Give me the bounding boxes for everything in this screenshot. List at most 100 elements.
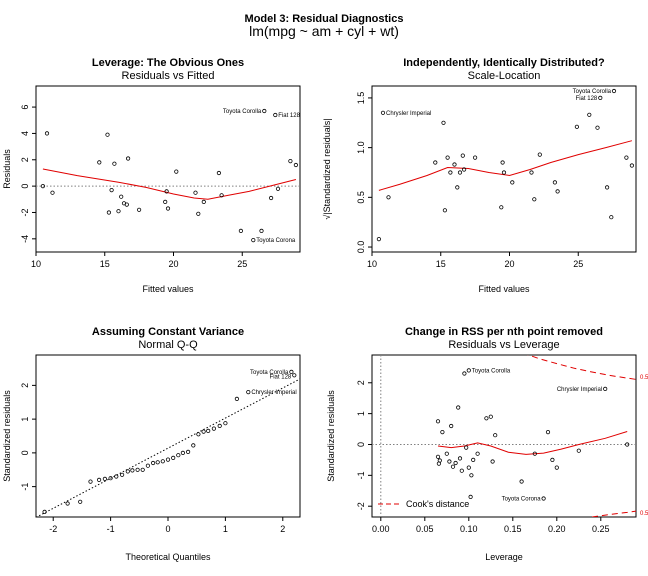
data-point <box>65 501 70 506</box>
plot-frame <box>35 354 301 518</box>
data-point <box>165 457 171 462</box>
data-point <box>519 479 524 484</box>
data-point <box>541 496 546 501</box>
data-point <box>201 199 206 204</box>
y-tick-label: 1 <box>356 411 366 416</box>
data-point <box>624 155 629 160</box>
x-tick-label: 25 <box>573 259 583 269</box>
x-tick-label: 0.20 <box>548 524 566 534</box>
data-point <box>223 421 228 426</box>
y-tick-label: 6 <box>20 105 30 110</box>
data-point <box>433 160 438 165</box>
data-point <box>550 457 555 462</box>
data-point <box>603 386 608 391</box>
data-point <box>554 465 559 470</box>
y-tick-label: -1 <box>356 471 366 479</box>
data-point <box>456 405 461 410</box>
y-tick-label: -2 <box>356 502 366 510</box>
data-point <box>442 208 447 213</box>
data-point <box>545 429 551 435</box>
cooks-legend-label: Cook's distance <box>406 499 469 509</box>
point-label: Toyota Corona <box>502 496 542 502</box>
data-point <box>105 132 110 137</box>
data-point <box>445 155 450 160</box>
data-point <box>120 472 125 477</box>
data-point <box>440 429 445 435</box>
y-tick-label: 2 <box>20 157 30 162</box>
y-axis-label: √|Standardized residuals| <box>322 118 332 219</box>
data-point <box>532 197 537 202</box>
data-point <box>529 170 534 175</box>
data-point <box>137 207 142 212</box>
data-point <box>449 423 454 429</box>
x-tick-label: 15 <box>436 259 446 269</box>
data-point <box>196 432 201 437</box>
data-point <box>293 162 298 168</box>
data-point <box>165 206 171 211</box>
data-point <box>292 373 297 378</box>
data-point <box>450 464 456 469</box>
panel-title: Independently, Identically Distributed? <box>403 57 605 69</box>
data-point <box>180 450 185 455</box>
point-label: Chrysler Imperial <box>251 390 296 396</box>
data-point <box>609 215 614 220</box>
point-label: Fiat 128 <box>278 113 300 119</box>
data-point <box>106 210 112 215</box>
data-point <box>135 467 140 472</box>
data-point <box>102 476 108 481</box>
data-point <box>460 153 465 158</box>
y-tick-label: 0 <box>356 442 366 447</box>
data-point <box>176 453 181 458</box>
data-point <box>499 205 504 210</box>
y-tick-label: 2 <box>20 383 30 388</box>
data-point <box>444 451 449 456</box>
data-point <box>576 448 581 453</box>
data-point <box>555 189 560 194</box>
panel-4: Change in RSS per nth point removedResid… <box>326 326 648 562</box>
data-point <box>196 211 201 216</box>
panel-subtitle: Residuals vs Fitted <box>122 70 215 82</box>
data-point <box>469 473 474 478</box>
x-tick-label: 1 <box>223 524 228 534</box>
data-point <box>468 494 473 499</box>
figure-subtitle: lm(mpg ~ am + cyl + wt) <box>249 23 399 39</box>
plot-frame <box>35 85 301 253</box>
panel-title: Leverage: The Obvious Ones <box>92 57 244 69</box>
cooks-distance-upper <box>527 355 636 380</box>
data-point <box>126 156 131 161</box>
data-point <box>42 509 47 514</box>
data-point <box>78 499 83 504</box>
data-point <box>268 195 274 201</box>
data-point <box>453 460 458 466</box>
point-label: Toyota Corona <box>256 238 296 244</box>
data-point <box>501 170 507 175</box>
smooth-line <box>437 431 628 455</box>
data-point <box>163 199 168 204</box>
data-point <box>97 160 102 165</box>
point-label: Toyota Corolla <box>472 368 511 374</box>
y-tick-label: 1.0 <box>356 141 366 154</box>
data-point <box>50 190 55 195</box>
y-tick-label: 1 <box>20 417 30 422</box>
data-point <box>124 202 129 207</box>
data-point <box>455 185 460 190</box>
data-point <box>125 469 130 474</box>
y-tick-label: -1 <box>20 483 30 491</box>
data-point <box>275 186 281 191</box>
data-point <box>108 476 113 481</box>
plot-frame <box>371 85 637 253</box>
y-tick-label: 0.0 <box>356 241 366 254</box>
data-point <box>532 451 537 456</box>
data-point <box>466 465 471 470</box>
data-point <box>151 460 156 466</box>
data-point <box>211 426 216 431</box>
y-tick-label: 2 <box>356 380 366 385</box>
data-point <box>493 433 498 438</box>
x-tick-label: -1 <box>107 524 115 534</box>
data-point <box>625 442 630 447</box>
data-point <box>140 467 145 472</box>
data-point <box>193 190 198 195</box>
data-point <box>116 209 121 214</box>
panel-subtitle: Residuals vs Leverage <box>448 339 559 351</box>
